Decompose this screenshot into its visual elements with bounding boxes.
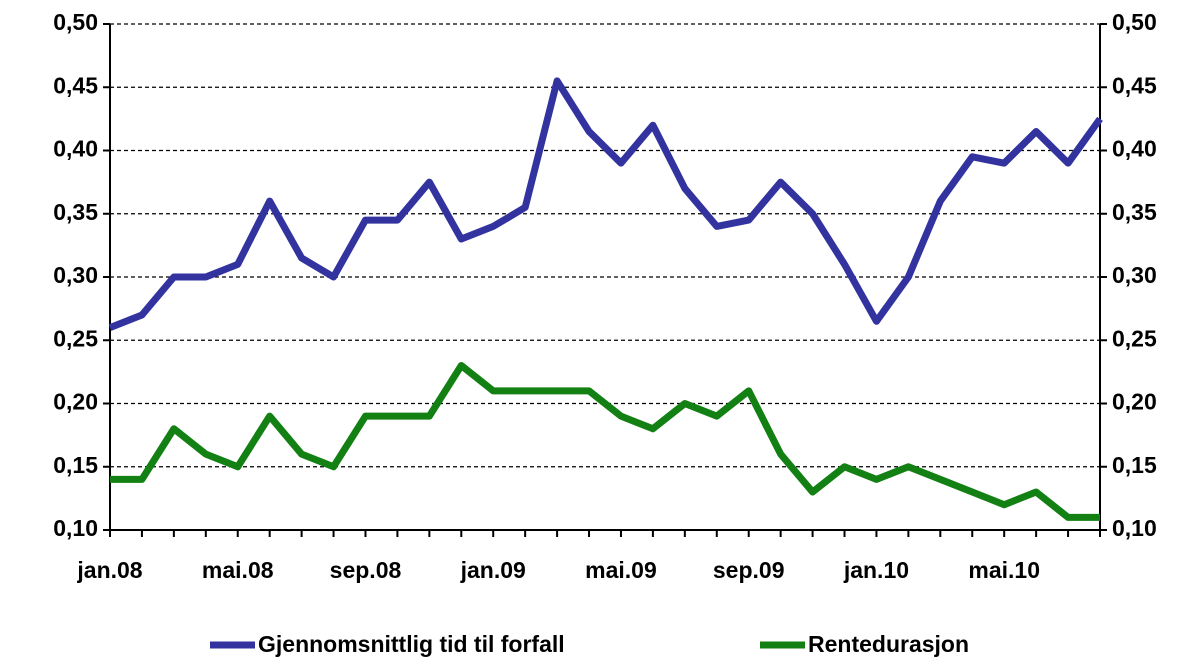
y2-tick-label: 0,25 — [1112, 325, 1157, 351]
x-tick-label: jan.08 — [76, 557, 142, 583]
x-tick-label: mai.10 — [968, 557, 1040, 583]
y2-tick-label: 0,20 — [1112, 389, 1157, 415]
y2-tick-label: 0,15 — [1112, 452, 1157, 478]
y-tick-label: 0,25 — [53, 325, 98, 351]
x-tick-label: jan.09 — [460, 557, 526, 583]
y-tick-label: 0,20 — [53, 389, 98, 415]
x-tick-label: sep.08 — [330, 557, 402, 583]
y-tick-label: 0,10 — [53, 515, 98, 541]
x-tick-label: mai.09 — [585, 557, 657, 583]
y-tick-label: 0,45 — [53, 72, 98, 98]
x-tick-label: jan.10 — [843, 557, 909, 583]
series-line — [108, 77, 1103, 331]
y-tick-label: 0,40 — [53, 136, 98, 162]
y2-tick-label: 0,10 — [1112, 515, 1157, 541]
y-tick-label: 0,15 — [53, 452, 98, 478]
y2-tick-label: 0,50 — [1112, 9, 1157, 35]
legend-label: Rentedurasjon — [808, 631, 969, 657]
y2-tick-label: 0,40 — [1112, 136, 1157, 162]
y2-tick-label: 0,35 — [1112, 199, 1157, 225]
y2-tick-label: 0,45 — [1112, 72, 1157, 98]
y-tick-label: 0,50 — [53, 9, 98, 35]
y2-tick-label: 0,30 — [1112, 262, 1157, 288]
y-tick-label: 0,35 — [53, 199, 98, 225]
legend-label: Gjennomsnittlig tid til forfall — [258, 631, 565, 657]
x-tick-label: sep.09 — [713, 557, 785, 583]
series-line — [110, 362, 1100, 521]
x-tick-label: mai.08 — [202, 557, 274, 583]
y-tick-label: 0,30 — [53, 262, 98, 288]
